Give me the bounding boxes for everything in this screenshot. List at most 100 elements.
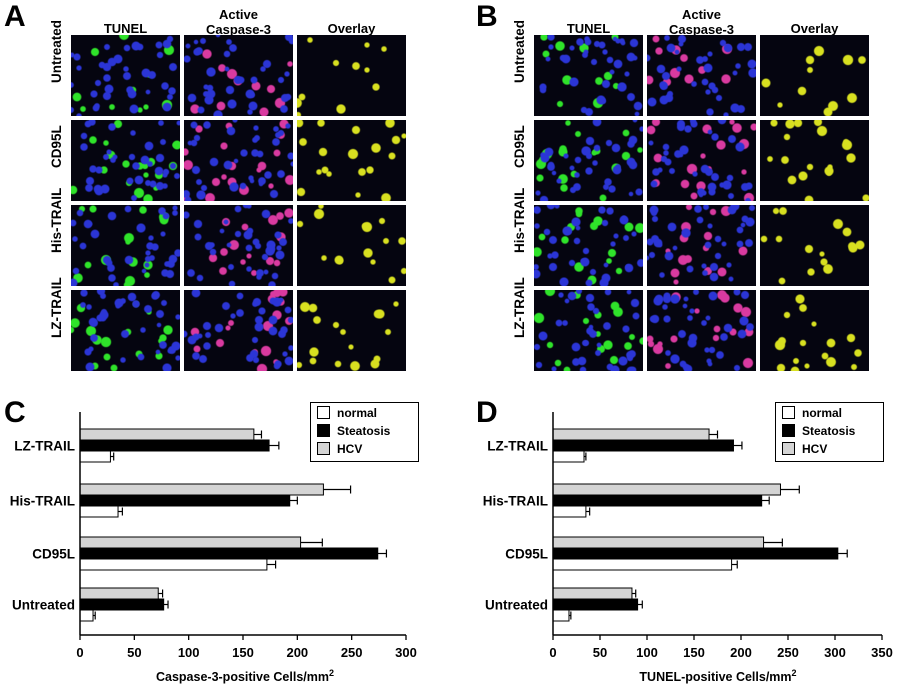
bar-d-hcv-3 (552, 428, 710, 441)
bar-d-normal-3 (552, 450, 585, 463)
legend-item-steatosis: Steatosis (317, 423, 390, 439)
x-axis-label-sup-d: 2 (791, 668, 797, 678)
micrograph-his-trail-caspase-a (184, 205, 293, 286)
legend-swatch-steatosis (317, 424, 330, 437)
x-tick-label-c-1: 50 (127, 645, 141, 660)
bar-d-steatosis-1 (552, 547, 839, 560)
category-label-c-2: His-TRAIL (10, 494, 75, 509)
legend-item-hcv: HCV (782, 441, 827, 457)
x-axis-label-c: Caspase-3-positive Cells/mm (155, 670, 329, 685)
legend-label-steatosis: Steatosis (337, 424, 391, 438)
micrograph-cd95l-overlay-b (760, 120, 869, 201)
micrograph-untreated-caspase-b (647, 35, 756, 116)
bar-c-normal-1 (79, 558, 268, 571)
x-tick-label-c-0: 0 (76, 645, 83, 660)
category-label-c-1: CD95L (32, 547, 75, 562)
x-tick-label-c-5: 250 (341, 645, 363, 660)
x-tick-label-c-3: 150 (232, 645, 254, 660)
micrograph-cd95l-caspase-b (647, 120, 756, 201)
category-label-c-0: Untreated (12, 598, 75, 613)
bar-c-hcv-3 (79, 428, 255, 441)
column-header-active-caspase-3-b: Active Caspase-3 (668, 7, 735, 37)
category-label-d-1: CD95L (505, 547, 548, 562)
legend-item-hcv: HCV (317, 441, 362, 457)
legend-label-hcv: HCV (802, 442, 828, 456)
legend-label-normal: normal (337, 406, 378, 420)
bar-d-hcv-2 (552, 483, 781, 496)
x-axis-label-d: TUNEL-positive Cells/mm (639, 670, 792, 685)
micrograph-cd95l-tunel-a (71, 120, 180, 201)
legend-swatch-hcv (317, 442, 330, 455)
micrograph-untreated-overlay-b (760, 35, 869, 116)
bar-d-normal-0 (552, 609, 570, 622)
x-tick-label-d-0: 0 (549, 645, 556, 660)
x-tick-label-c-6: 300 (395, 645, 417, 660)
panel-label-c: C (4, 396, 26, 429)
panel-label-b: B (476, 0, 498, 33)
row-label-cd95l-a: CD95L (49, 125, 64, 168)
legend-swatch-steatosis (782, 424, 795, 437)
micrograph-cd95l-caspase-a (184, 120, 293, 201)
bar-c-steatosis-3 (79, 439, 270, 452)
x-tick-label-d-4: 200 (730, 645, 752, 660)
micrograph-lz-trail-caspase-a (184, 290, 293, 371)
bar-c-hcv-1 (79, 536, 302, 549)
row-label-his-trail-b: His-TRAIL (512, 187, 527, 253)
x-tick-label-c-4: 200 (286, 645, 308, 660)
column-header-tunel-b: TUNEL (566, 21, 611, 36)
row-label-cd95l-b: CD95L (512, 125, 527, 168)
micrograph-untreated-caspase-a (184, 35, 293, 116)
chart-c: Untreated CD95L His-TRAIL LZ-TRAIL 0 50 100 150… (10, 412, 417, 660)
micrograph-his-trail-overlay-b (760, 205, 869, 286)
bar-c-steatosis-0 (79, 598, 165, 611)
legend-item-normal: normal (317, 405, 377, 421)
bar-c-normal-3 (79, 450, 111, 463)
bar-c-steatosis-2 (79, 494, 291, 507)
micrograph-untreated-overlay-a (297, 35, 406, 116)
x-tick-label-c-2: 100 (178, 645, 200, 660)
row-label-lz-trail-a: LZ-TRAIL (49, 277, 64, 338)
legend-item-normal: normal (782, 405, 842, 421)
legend-label-steatosis: Steatosis (802, 424, 856, 438)
legend-swatch-normal (782, 406, 795, 419)
chart-d: Untreated CD95L His-TRAIL LZ-TRAIL 0 50 100 150… (483, 412, 893, 660)
x-axis-label-sup-c: 2 (328, 668, 334, 678)
column-header-overlay-a: Overlay (327, 21, 376, 36)
micrograph-lz-trail-overlay-a (297, 290, 406, 371)
row-label-untreated-a: Untreated (49, 19, 64, 83)
bar-d-steatosis-2 (552, 494, 763, 507)
micrograph-his-trail-overlay-a (297, 205, 406, 286)
x-tick-label-d-5: 250 (777, 645, 799, 660)
category-label-c-3: LZ-TRAIL (14, 439, 75, 454)
column-header-active-caspase-3-a: Active Caspase-3 (205, 7, 272, 37)
panel-label-d: D (476, 396, 498, 429)
row-label-his-trail-a: His-TRAIL (49, 187, 64, 253)
x-tick-label-d-7: 350 (871, 645, 893, 660)
bar-c-hcv-2 (79, 483, 324, 496)
x-axis-title-c: Caspase-3-positive Cells/mm2 (80, 668, 410, 684)
column-header-tunel-a: TUNEL (103, 21, 148, 36)
row-label-untreated-b: Untreated (512, 19, 527, 83)
legend-swatch-hcv (782, 442, 795, 455)
panel-label-a: A (4, 0, 26, 33)
bar-c-steatosis-1 (79, 547, 379, 560)
bar-c-normal-0 (79, 609, 94, 622)
micrograph-his-trail-tunel-b (534, 205, 643, 286)
bar-d-steatosis-0 (552, 598, 639, 611)
category-label-d-2: His-TRAIL (483, 494, 548, 509)
bar-d-normal-2 (552, 505, 587, 518)
micrograph-grid-b: TUNEL Active Caspase-3 Overlay Untreated CD95… (450, 0, 900, 380)
legend-swatch-normal (317, 406, 330, 419)
bar-c-hcv-0 (79, 587, 159, 600)
bar-d-steatosis-3 (552, 439, 734, 452)
legend-label-hcv: HCV (337, 442, 363, 456)
category-label-d-0: Untreated (485, 598, 548, 613)
micrograph-his-trail-tunel-a (71, 205, 180, 286)
micrograph-lz-trail-caspase-b (647, 290, 756, 371)
x-tick-label-d-6: 300 (824, 645, 846, 660)
bar-d-normal-1 (552, 558, 733, 571)
legend-c: normal Steatosis HCV (310, 402, 419, 462)
micrograph-lz-trail-overlay-b (760, 290, 869, 371)
legend-item-steatosis: Steatosis (782, 423, 855, 439)
micrograph-grid-a: TUNEL Active Caspase-3 Overlay Untreated CD95… (0, 0, 450, 380)
